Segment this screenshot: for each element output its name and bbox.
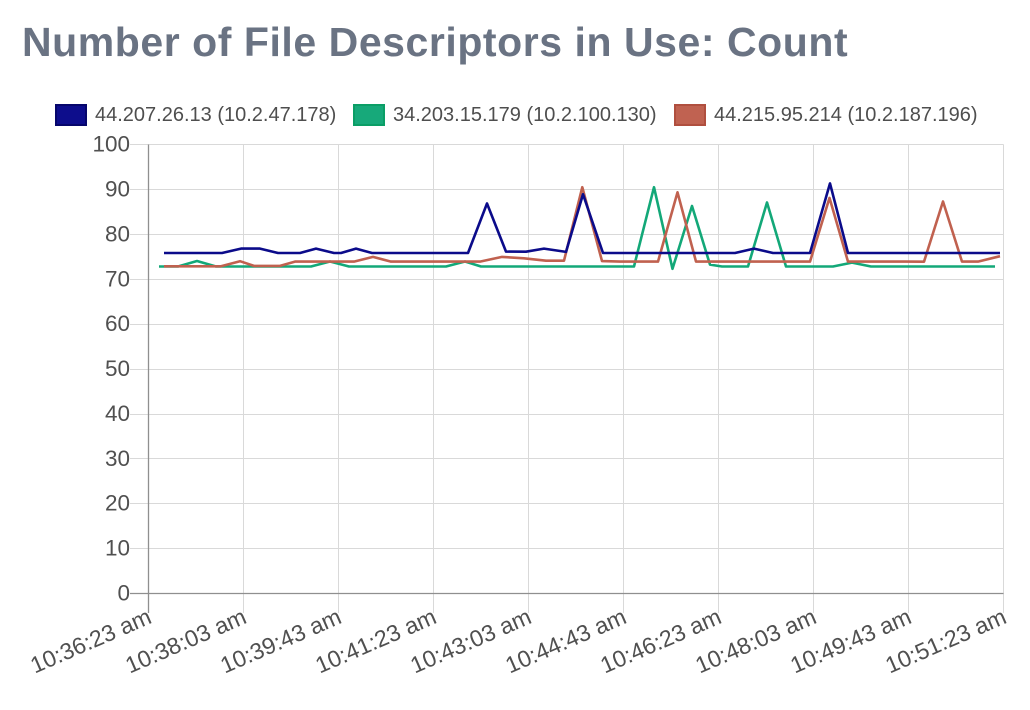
svg-text:70: 70: [105, 266, 130, 291]
svg-text:90: 90: [105, 177, 130, 202]
svg-text:40: 40: [105, 401, 130, 426]
svg-text:20: 20: [105, 491, 130, 516]
svg-text:100: 100: [92, 132, 130, 157]
svg-text:50: 50: [105, 356, 130, 381]
svg-text:0: 0: [117, 580, 130, 605]
svg-text:60: 60: [105, 311, 130, 336]
svg-text:10: 10: [105, 536, 130, 561]
svg-text:80: 80: [105, 222, 130, 247]
svg-text:30: 30: [105, 446, 130, 471]
